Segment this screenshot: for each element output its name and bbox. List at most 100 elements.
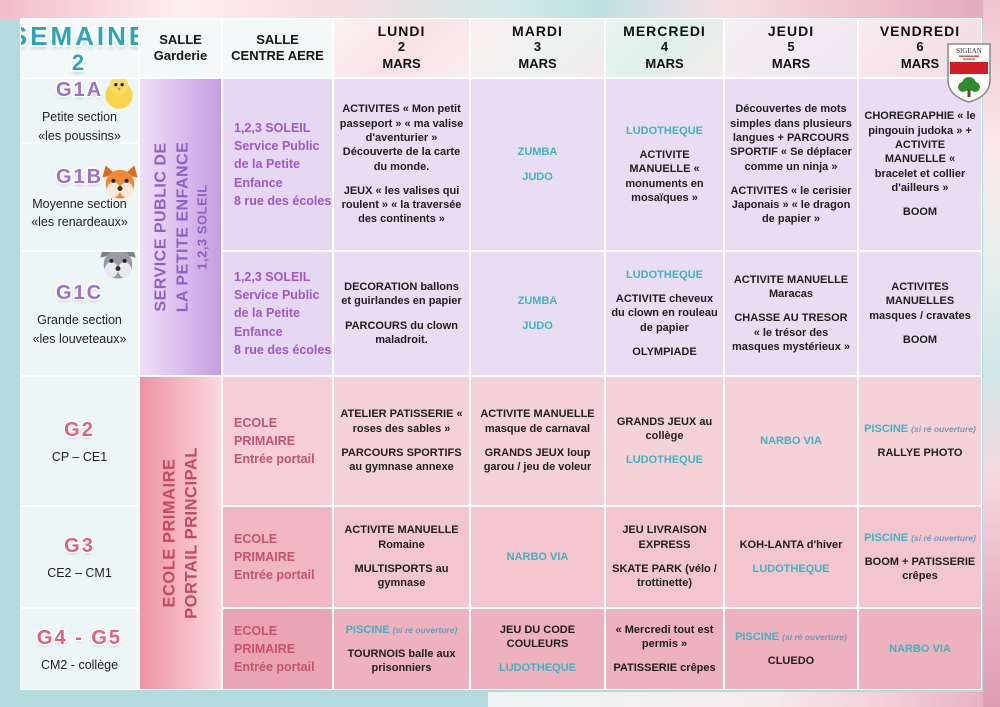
cell-g4g5-mardi: JEU DU CODE COULEURS LUDOTHEQUE [471, 609, 604, 689]
centre-aere-g4-g5: ECOLE PRIMAIRE Entrée portail [223, 609, 332, 689]
activity-text: ACTIVITE MANUELLE « monuments en mosaïqu… [625, 149, 704, 204]
day-number: 2 [397, 39, 406, 55]
group-g4-g5: G4 - G5 CM2 - collège [21, 609, 138, 689]
centre-line: Service Public [234, 139, 320, 154]
day-name: LUNDI [377, 23, 426, 40]
cell-g4g5-mercredi: « Mercredi tout est permis » PATISSERIE c… [606, 609, 723, 689]
activity-text: BOOM [902, 206, 938, 219]
activity-text: MULTISPORTS au gymnase [354, 563, 449, 590]
activity-text: LUDOTHEQUE [499, 662, 576, 675]
activity-text: PISCINE (si ré ouverture) [345, 623, 458, 636]
week-title-word: SEMAINE [21, 20, 138, 51]
activity-text: ACTIVITES « le cerisier Japonais » « le … [730, 184, 852, 226]
panel-line: LA PETITE ENFANCE [173, 141, 191, 313]
cell-g1c-jeudi: ACTIVITE MANUELLE Maracas CHASSE AU TRESO… [725, 252, 857, 375]
centre-line: de la Petite [234, 157, 300, 172]
group-g3: G3 CE2 – CM1 [21, 507, 138, 607]
cell-g3-mercredi: JEU LIVRAISON EXPRESS SKATE PARK (vélo / … [606, 507, 723, 607]
activity-text: ZUMBA [517, 146, 558, 159]
activity-text: NARBO VIA [760, 434, 822, 447]
centre-line: de la Petite [234, 306, 300, 321]
group-id: G1C [55, 282, 104, 305]
header-line: Garderie [153, 48, 208, 63]
schedule-table: SEMAINE 2 SALLE Garderie SALLE CENTRE AE… [20, 18, 982, 690]
cell-g1ab-mardi: ZUMBA JUDO [471, 79, 604, 250]
activity-text: DECORATION ballons et guirlandes en papi… [341, 280, 462, 308]
activity-text: PATISSERIE crêpes [613, 662, 716, 675]
activity-text: ACTIVITE MANUELLE masque de carnaval [480, 408, 595, 435]
activity-text: PISCINE (si ré ouverture) [864, 531, 976, 544]
day-month: MARS [900, 56, 940, 71]
activity-text: ACTIVITES « Mon petit passeport » « ma v… [339, 103, 464, 173]
activity-text: BOOM [902, 333, 938, 346]
cell-g4g5-vendredi: NARBO VIA [859, 609, 981, 689]
centre-line: Entrée portail [234, 660, 315, 675]
cell-g2-lundi: ATELIER PATISSERIE « roses des sables » P… [334, 377, 469, 505]
centre-line: PRIMAIRE [234, 641, 296, 656]
header-salle-garderie: SALLE Garderie [140, 19, 221, 77]
group-g2: G2 CP – CE1 [21, 377, 138, 505]
crest-title: SIGEAN [956, 47, 982, 55]
centre-line: PRIMAIRE [234, 549, 296, 564]
centre-line: 1,2,3 SOLEIL [234, 270, 311, 285]
activity-text: KOH-LANTA d'hiver [739, 538, 843, 551]
activity-text: Découvertes de mots simples dans plusieu… [730, 103, 852, 173]
group-id: G1A [55, 79, 104, 102]
centre-line: 1,2,3 SOLEIL [234, 121, 311, 136]
activity-text: JEU DU CODE COULEURS [499, 623, 576, 650]
panel-line: PORTAIL PRINCIPAL [182, 447, 201, 619]
cell-g4g5-lundi: PISCINE (si ré ouverture) TOURNOIS balle … [334, 609, 469, 689]
cell-g2-vendredi: PISCINE (si ré ouverture) RALLYE PHOTO [859, 377, 981, 505]
cell-g1c-lundi: DECORATION ballons et guirlandes en papi… [334, 252, 469, 375]
activity-text: JUDO [522, 319, 553, 332]
day-name: MERCREDI [623, 23, 706, 40]
day-number: 6 [916, 39, 924, 55]
cell-g2-mercredi: GRANDS JEUX au collège LUDOTHEQUE [606, 377, 723, 505]
activity-text: TOURNOIS balle aux prisonniers [347, 647, 456, 675]
day-number: 3 [533, 39, 542, 55]
activity-text: PARCOURS SPORTIFS au gymnase annexe [341, 447, 462, 474]
cell-g1c-mercredi: LUDOTHEQUE ACTIVITE cheveux du clown en r… [606, 252, 723, 375]
day-number: 4 [660, 39, 669, 55]
day-number: 5 [787, 39, 795, 55]
week-title-number: 2 [71, 49, 88, 75]
wolf-icon [100, 252, 136, 279]
vertical-text: ECOLE PRIMAIRE PORTAIL PRINCIPAL [158, 447, 203, 619]
day-month: MARS [518, 56, 557, 71]
header-day-lundi: LUNDI 2 MARS [334, 19, 469, 77]
activity-text: BOOM + PATISSERIE crêpes [864, 555, 976, 583]
panel-line: SERVICE PUBLIC DE [152, 142, 170, 312]
day-month: MARS [771, 56, 811, 71]
centre-line: Enfance [234, 324, 283, 339]
group-id: G4 - G5 [36, 626, 123, 649]
day-name: MARDI [512, 23, 563, 40]
activity-text: PISCINE (si ré ouverture) [864, 422, 976, 435]
centre-line: Entrée portail [234, 568, 315, 583]
cell-g4g5-jeudi: PISCINE (si ré ouverture) CLUEDO [725, 609, 857, 689]
header-day-jeudi: JEUDI 5 MARS [725, 19, 857, 77]
centre-line: ECOLE [234, 415, 278, 430]
activity-text: CHOREGRAPHIE « le pingouin judoka » + AC… [864, 110, 976, 194]
sigean-crest-logo: SIGEAN [947, 43, 991, 103]
centre-line: PRIMAIRE [234, 433, 296, 448]
centre-aere-g1ab: 1,2,3 SOLEIL Service Public de la Petite… [223, 79, 332, 250]
panel-line: 1,2,3 SOLEIL [194, 184, 210, 270]
activity-text: GRANDS JEUX au collège [616, 415, 713, 442]
centre-line: ECOLE [234, 531, 278, 546]
centre-line: 8 rue des écoles [234, 342, 332, 357]
week-title: SEMAINE 2 [21, 19, 138, 77]
watercolor-right-border [983, 0, 1000, 707]
cell-g1ab-vendredi: CHOREGRAPHIE « le pingouin judoka » + AC… [859, 79, 981, 250]
activity-text: LUDOTHEQUE [626, 268, 703, 281]
group-line: CM2 - collège [40, 657, 119, 672]
fox-icon [102, 165, 138, 199]
activity-text: CHASSE AU TRESOR « le trésor des masques… [731, 312, 850, 353]
activity-text: PARCOURS du clown maladroit. [345, 319, 458, 346]
cell-g3-lundi: ACTIVITE MANUELLE Romaine MULTISPORTS au … [334, 507, 469, 607]
activity-text: ACTIVITE MANUELLE Romaine [344, 524, 459, 551]
group-id: G2 [64, 418, 95, 441]
day-name: JEUDI [767, 23, 815, 40]
activity-text: NARBO VIA [889, 642, 951, 655]
header-day-mercredi: MERCREDI 4 MARS [606, 19, 723, 77]
